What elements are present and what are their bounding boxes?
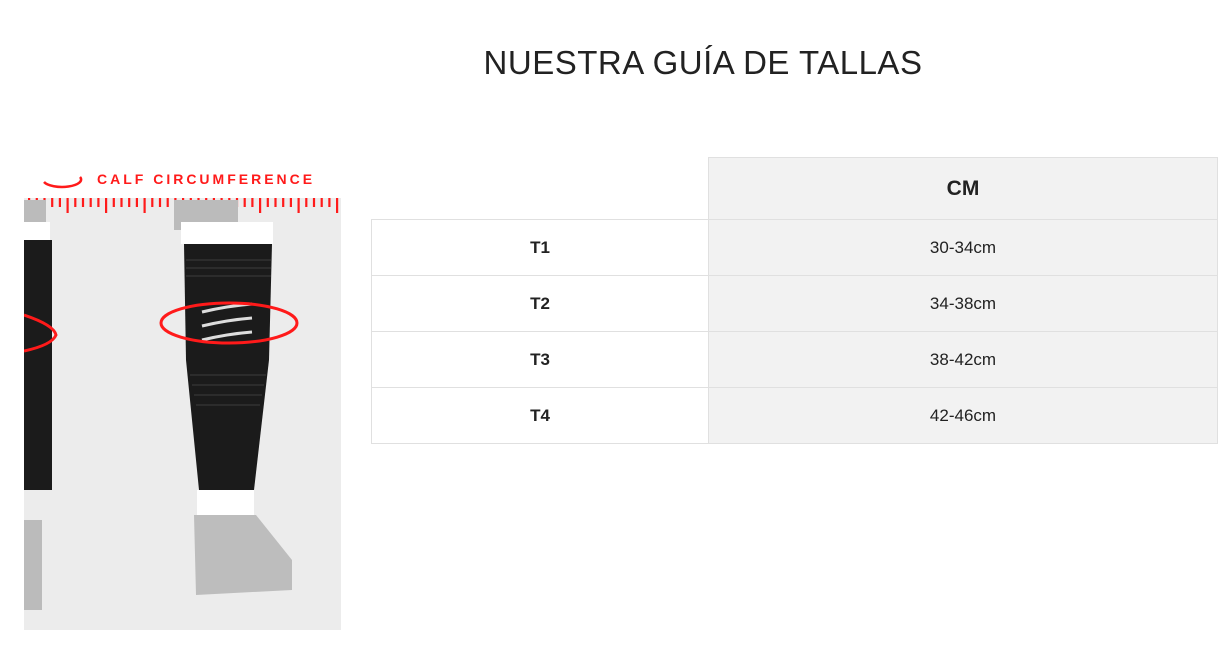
ruler-tick <box>66 198 69 213</box>
ruler-tick <box>266 198 269 207</box>
table-row: T4 42-46cm <box>371 387 1218 444</box>
cm-cell: 30-34cm <box>708 219 1218 276</box>
table-row: T2 34-38cm <box>371 275 1218 332</box>
ruler-tick <box>81 198 85 207</box>
ruler-tick <box>151 198 154 207</box>
ruler-tick <box>143 198 146 213</box>
rotate-arrows-icon <box>43 176 83 189</box>
ruler-tick <box>251 198 254 207</box>
cm-cell: 42-46cm <box>708 387 1218 444</box>
ruler-tick <box>259 198 262 213</box>
ruler-tick <box>312 198 316 207</box>
page-title: NUESTRA GUÍA DE TALLAS <box>483 44 923 81</box>
ruler-tick <box>112 198 115 207</box>
cm-cell: 38-42cm <box>708 331 1218 388</box>
ruler-tick <box>166 198 169 207</box>
ruler-tick <box>105 198 108 213</box>
ruler-tick <box>328 198 331 207</box>
size-cell: T4 <box>371 387 709 444</box>
cm-cell: 34-38cm <box>708 275 1218 332</box>
ruler-tick <box>97 198 100 207</box>
ruler-tick <box>135 198 138 207</box>
ruler-tick <box>297 198 300 213</box>
ruler-tick <box>243 198 246 207</box>
size-cell: T1 <box>371 219 709 276</box>
table-row: T3 38-42cm <box>371 331 1218 388</box>
ruler-tick <box>51 198 54 207</box>
ruler-tick <box>305 198 308 207</box>
ruler-tick <box>274 198 277 207</box>
calf-circumference-label: CALF CIRCUMFERENCE <box>97 171 315 187</box>
ruler-tick <box>289 198 292 207</box>
ruler-tick <box>74 198 77 207</box>
ruler-tick <box>120 198 123 207</box>
ruler-tick <box>89 198 92 207</box>
size-cell: T3 <box>371 331 709 388</box>
header-empty-cell <box>371 157 709 220</box>
ruler-tick <box>58 198 61 207</box>
calf-measurement-image: CALF CIRCUMFERENCE <box>23 160 346 630</box>
size-cell: T2 <box>371 275 709 332</box>
ruler-tick <box>282 198 285 207</box>
table-header-row: CM <box>371 157 1218 220</box>
ruler-tick <box>320 198 323 207</box>
header-cm: CM <box>708 157 1218 220</box>
ruler-tick <box>128 198 131 207</box>
size-table: CM T1 30-34cm T2 34-38cm T3 38-42cm T4 42-46… <box>371 157 1218 444</box>
ruler-tick <box>336 198 339 213</box>
ruler-tick <box>158 198 162 207</box>
table-row: T1 30-34cm <box>371 219 1218 276</box>
